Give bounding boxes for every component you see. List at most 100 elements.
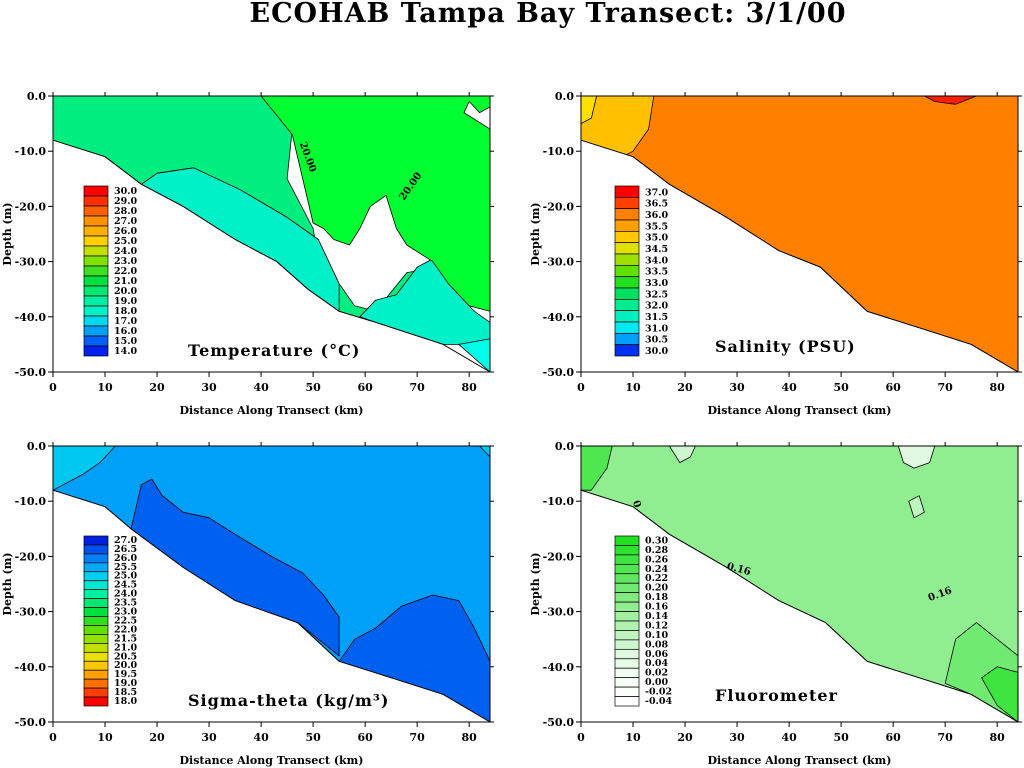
- legend-label: 0.24: [645, 564, 669, 575]
- chart-panel-2: 0 10 20 30 40 50 60 70 80 0.0 -10.0 -20.0 -30.0 -40.0…: [529, 90, 1022, 417]
- y-tick-label: -50.0: [15, 716, 47, 729]
- x-tick-label: 80: [462, 381, 478, 394]
- x-tick-label: 30: [201, 381, 217, 394]
- panel-label: Fluorometer: [715, 686, 838, 705]
- x-tick-label: 50: [833, 731, 849, 744]
- legend-swatch: [614, 554, 640, 565]
- legend-label: 0.14: [645, 611, 669, 622]
- y-tick-label: 0.0: [27, 90, 46, 103]
- legend-swatch: [614, 582, 640, 594]
- legend-label: -0.02: [645, 687, 672, 698]
- legend-label: 0.02: [645, 668, 668, 679]
- y-axis-label: Depth (m): [1, 202, 14, 265]
- y-tick-label: -30.0: [543, 606, 575, 619]
- y-tick-label: -40.0: [15, 661, 47, 674]
- legend-label: 15.0: [114, 336, 138, 347]
- legend-swatch: [614, 630, 640, 641]
- legend-label: 34.0: [645, 255, 669, 266]
- legend-swatch: [614, 658, 640, 669]
- legend-swatch: [83, 265, 109, 277]
- y-tick-label: -20.0: [543, 200, 575, 213]
- legend-swatch: [83, 215, 109, 227]
- x-tick-label: 20: [149, 381, 165, 394]
- x-tick-label: 0: [49, 381, 57, 394]
- legend-label: 0.26: [645, 554, 669, 565]
- plot-frame: [580, 95, 1019, 373]
- legend-label: 25.0: [114, 236, 138, 247]
- legend-swatch: [83, 562, 109, 573]
- legend-swatch: [83, 571, 109, 582]
- legend-label: 26.0: [114, 226, 138, 237]
- legend-label: 20.5: [114, 651, 137, 662]
- legend-swatch: [614, 620, 640, 631]
- legend-label: 22.0: [114, 266, 138, 277]
- legend-swatch: [614, 344, 640, 357]
- legend-swatch: [614, 573, 640, 584]
- legend-label: 36.0: [645, 210, 669, 221]
- x-tick-label: 40: [253, 381, 269, 394]
- legend-swatch: [83, 335, 109, 347]
- legend-swatch: [83, 315, 109, 327]
- legend-label: 30.0: [645, 346, 669, 357]
- legend-swatch: [614, 667, 640, 679]
- x-tick-label: 10: [625, 731, 641, 744]
- y-axis-label: Depth (m): [529, 552, 542, 615]
- chart-panel-3: 0 10 20 30 40 50 60 70 80 0.0 -10.0 -20.0 -30.0 -40.0…: [1, 440, 494, 767]
- legend-swatch: [614, 601, 640, 612]
- legend-swatch: [83, 660, 109, 671]
- legend-label: 25.5: [114, 562, 137, 573]
- x-tick-label: 50: [305, 381, 321, 394]
- legend-swatch: [614, 219, 640, 232]
- x-tick-label: 60: [357, 381, 373, 394]
- y-tick-label: -40.0: [15, 311, 47, 324]
- y-tick-label: -10.0: [543, 145, 575, 158]
- legend-label: 20.0: [114, 286, 138, 297]
- legend-swatch: [614, 287, 640, 300]
- legend-swatch: [83, 285, 109, 297]
- legend-swatch: [83, 598, 109, 608]
- legend-label: 0.06: [645, 649, 669, 660]
- legend-label: 0.00: [645, 677, 669, 688]
- y-tick-label: -20.0: [543, 550, 575, 563]
- legend-label: 32.5: [645, 289, 668, 300]
- legend-label: 32.0: [645, 301, 669, 312]
- y-tick-label: -50.0: [543, 366, 575, 379]
- chart-panel-4: 0 10 20 30 40 50 60 70 80 0.0 -10.0 -20.0 -30.0 -40.0…: [529, 440, 1022, 767]
- x-tick-label: 10: [625, 381, 641, 394]
- x-tick-label: 20: [677, 731, 693, 744]
- legend-swatch: [614, 208, 640, 221]
- legend-swatch: [614, 196, 640, 210]
- x-tick-label: 30: [729, 381, 745, 394]
- plot-frame: [52, 95, 491, 373]
- legend-swatch: [614, 639, 640, 650]
- contour-region: [260, 95, 491, 312]
- legend-label: 34.5: [645, 244, 668, 255]
- y-tick-label: 0.0: [555, 440, 574, 453]
- legend-swatch: [83, 305, 109, 317]
- legend-swatch: [83, 580, 109, 591]
- legend-swatch: [83, 678, 109, 689]
- legend-swatch: [614, 230, 640, 244]
- x-tick-label: 80: [462, 731, 478, 744]
- plot-frame: [580, 445, 1019, 723]
- legend-label: 0.10: [645, 630, 669, 641]
- legend-swatch: [614, 545, 640, 556]
- legend-label: 25.0: [114, 571, 138, 582]
- legend-label: 17.0: [114, 316, 138, 327]
- legend-swatch: [83, 669, 109, 680]
- legend-label: 23.5: [114, 598, 137, 609]
- legend-label: 27.0: [114, 535, 138, 546]
- legend-swatch: [614, 686, 640, 697]
- legend-label: 31.0: [645, 323, 669, 334]
- legend-label: 33.5: [645, 267, 668, 278]
- legend-swatch: [83, 553, 109, 564]
- seabed-line: [580, 139, 1019, 373]
- legend-swatch: [83, 651, 109, 662]
- panel-label: Salinity (PSU): [715, 337, 856, 356]
- x-tick-label: 70: [938, 731, 954, 744]
- y-tick-label: -20.0: [15, 550, 47, 563]
- legend-swatch: [83, 696, 109, 707]
- x-tick-label: 0: [49, 731, 57, 744]
- legend-label: 22.5: [114, 615, 137, 626]
- contour-region: [908, 495, 925, 519]
